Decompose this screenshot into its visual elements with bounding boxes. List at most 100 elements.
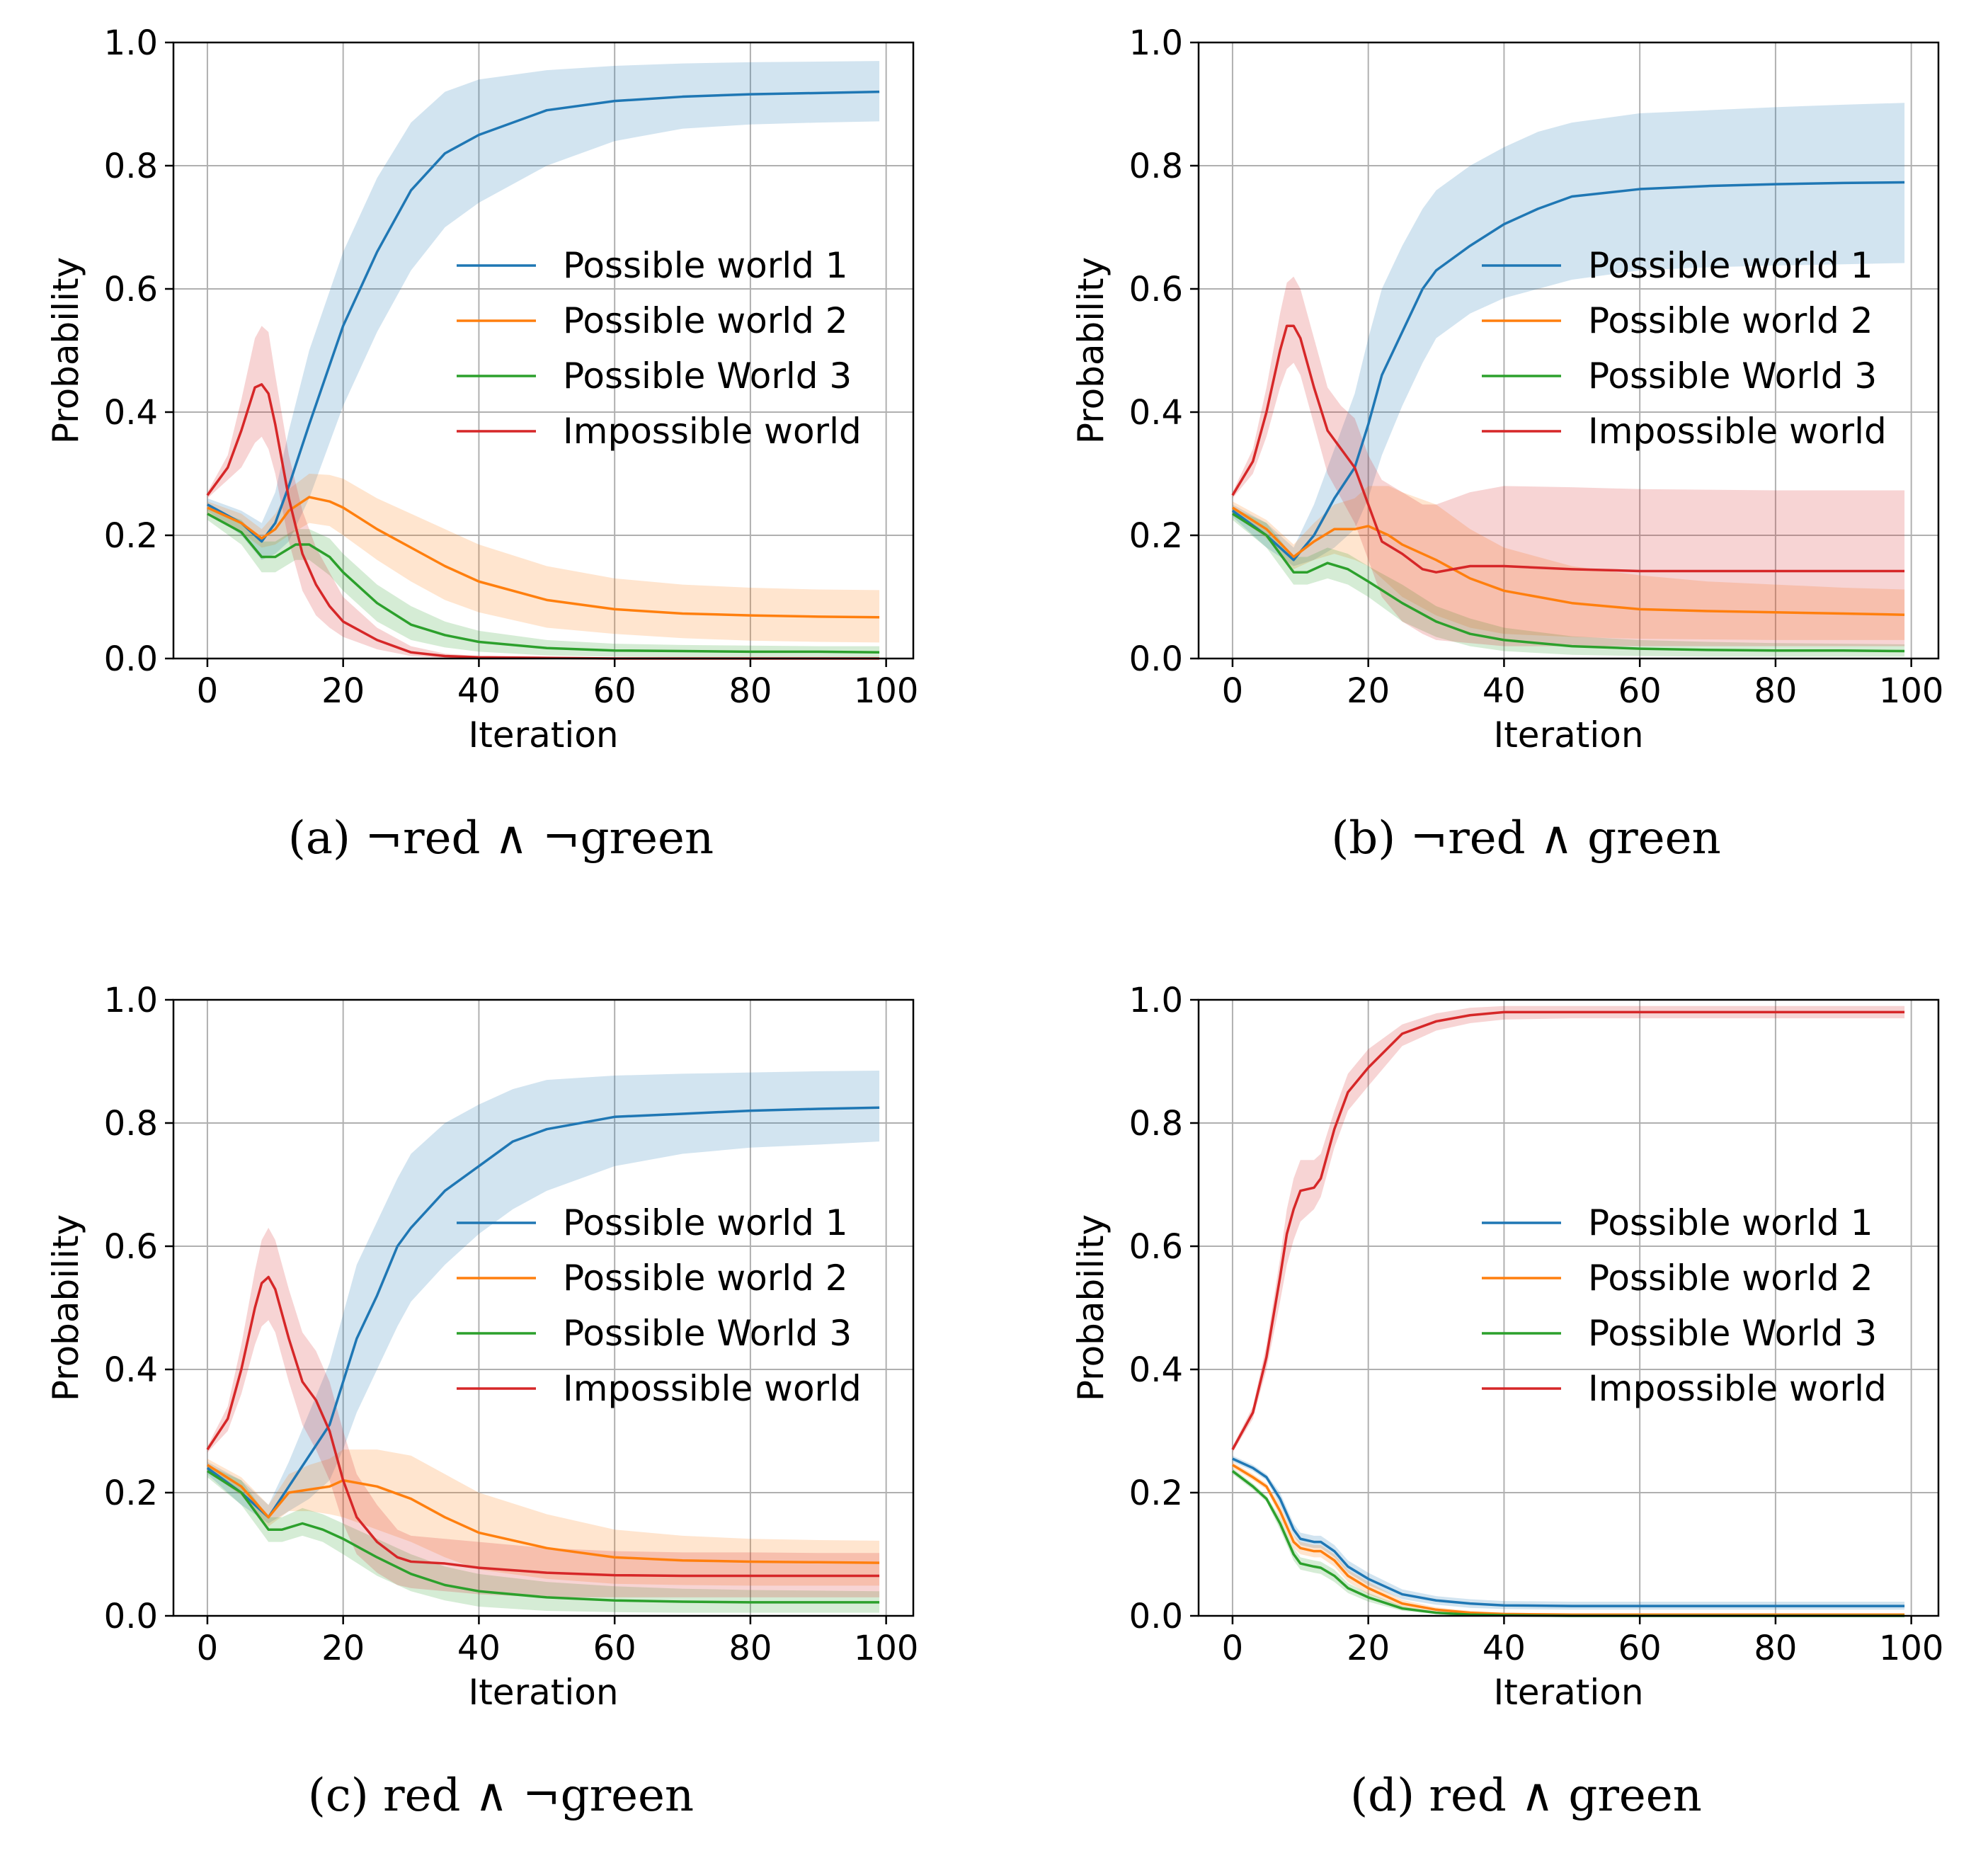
y-tick-label: 0.4 (1129, 1350, 1183, 1390)
x-tick-label: 0 (197, 1629, 219, 1668)
series-line-possible-world-1 (1232, 1457, 1905, 1607)
x-tick-label: 40 (457, 1629, 501, 1668)
legend: Possible world 1 Possible world 2 Possible… (457, 1202, 862, 1409)
x-tick-label: 40 (457, 671, 501, 711)
band-possible-world-2 (207, 1449, 880, 1586)
legend-entry: Possible World 3 (1588, 1313, 1877, 1354)
y-axis-label: Probability (1070, 1214, 1112, 1401)
x-axis-label: Iteration (1493, 714, 1643, 756)
series-line-possible-world-2 (207, 1464, 880, 1564)
series-line-possible-world-3 (1232, 513, 1905, 653)
x-axis-label: Iteration (468, 714, 618, 756)
series-line-possible-world-1 (206, 1106, 880, 1519)
y-tick-label: 0.2 (104, 1474, 158, 1513)
y-tick-label: 1.0 (104, 23, 158, 63)
y-tick-label: 0.8 (104, 1104, 158, 1144)
band-possible-world-3 (1232, 507, 1905, 657)
panel-caption: (b) ¬red ∧ green (1331, 812, 1720, 865)
y-tick-label: 0.0 (1129, 639, 1183, 679)
x-tick-label: 60 (1618, 671, 1662, 711)
legend-entry: Impossible world (563, 411, 862, 452)
x-tick-label: 20 (1347, 671, 1390, 711)
y-tick-label: 0.8 (104, 147, 158, 186)
x-tick-label: 0 (197, 671, 219, 711)
plot-frame (172, 41, 915, 660)
band-possible-world-2 (1232, 486, 1905, 640)
plot-frame (1197, 998, 1940, 1617)
y-tick-label: 0.6 (104, 270, 158, 309)
y-tick-label: 1.0 (1129, 981, 1183, 1020)
band-possible-world-2 (207, 474, 880, 643)
y-tick-label: 0.2 (104, 516, 158, 556)
band-possible-world-1 (207, 61, 880, 560)
panel-caption: (c) red ∧ ¬green (308, 1769, 694, 1822)
chart-panel-a: 0 20 40 60 80 100 0.0 0.2 0.4 0.6 0.8 1.0 Iteration P… (45, 23, 918, 865)
legend-entry: Possible world 1 (1588, 245, 1873, 286)
legend-entry: Possible World 3 (563, 1313, 852, 1354)
x-tick-label: 80 (1754, 1629, 1797, 1668)
panel-caption: (d) red ∧ green (1350, 1769, 1702, 1822)
legend-entry: Impossible world (1588, 1368, 1887, 1409)
y-tick-label: 0.6 (1129, 270, 1183, 309)
panel-caption: (a) ¬red ∧ ¬green (288, 812, 714, 865)
chart-panel-d: 0 20 40 60 80 100 0.0 0.2 0.4 0.6 0.8 1.0 Iteration P… (1070, 981, 1943, 1822)
legend-entry: Impossible world (1588, 411, 1887, 452)
y-tick-label: 0.4 (1129, 393, 1183, 433)
series-line-possible-world-1 (207, 90, 880, 543)
x-tick-label: 100 (1879, 671, 1944, 711)
y-tick-label: 1.0 (1129, 23, 1183, 63)
x-tick-label: 0 (1222, 1629, 1244, 1668)
y-tick-label: 0.6 (104, 1227, 158, 1267)
series-line-possible-world-3 (207, 1470, 880, 1604)
legend-entry: Possible world 1 (563, 245, 848, 286)
plot-frame (1197, 41, 1940, 660)
x-tick-label: 80 (1754, 671, 1797, 711)
legend-entry: Possible World 3 (563, 355, 852, 397)
legend: Possible world 1 Possible world 2 Possible… (1482, 245, 1887, 452)
x-tick-label: 40 (1483, 671, 1526, 711)
y-tick-label: 0.0 (104, 1597, 158, 1636)
series-line-possible-world-2 (1232, 506, 1905, 616)
x-tick-label: 60 (593, 1629, 636, 1668)
legend-entry: Possible world 1 (1588, 1202, 1873, 1243)
legend-entry: Possible world 2 (563, 1258, 848, 1299)
x-tick-label: 80 (729, 1629, 772, 1668)
y-tick-label: 0.2 (1129, 516, 1183, 556)
series-line-impossible-world (1231, 324, 1905, 574)
band-impossible-world (207, 1227, 880, 1597)
y-axis-label: Probability (45, 257, 86, 444)
x-tick-label: 0 (1222, 671, 1244, 711)
x-axis-label: Iteration (468, 1672, 618, 1713)
y-tick-label: 0.4 (104, 393, 158, 433)
legend: Possible world 1 Possible world 2 Possible… (457, 245, 862, 452)
series-line-possible-world-1 (1231, 181, 1905, 562)
y-tick-label: 0.0 (1129, 1597, 1183, 1636)
chart-panel-b: 0 20 40 60 80 100 0.0 0.2 0.4 0.6 0.8 1.0 Iteration P… (1070, 23, 1943, 865)
y-tick-label: 0.0 (104, 639, 158, 679)
legend-entry: Impossible world (563, 1368, 862, 1409)
y-tick-label: 1.0 (104, 981, 158, 1020)
legend-entry: Possible World 3 (1588, 355, 1877, 397)
x-tick-label: 60 (1618, 1629, 1662, 1668)
legend-entry: Possible world 1 (563, 1202, 848, 1243)
x-tick-label: 100 (854, 671, 919, 711)
series-line-impossible-world (1231, 1010, 1905, 1450)
legend-entry: Possible world 2 (563, 300, 848, 341)
legend-entry: Possible world 2 (1588, 300, 1873, 341)
x-tick-label: 40 (1483, 1629, 1526, 1668)
band-possible-world-1 (207, 1071, 880, 1524)
plot-frame (172, 998, 915, 1617)
legend: Possible world 1 Possible world 2 Possible… (1482, 1202, 1887, 1409)
x-tick-label: 80 (729, 671, 772, 711)
x-tick-label: 20 (1347, 1629, 1390, 1668)
legend-entry: Possible world 2 (1588, 1258, 1873, 1299)
x-tick-label: 20 (321, 671, 365, 711)
y-tick-label: 0.4 (104, 1350, 158, 1390)
chart-panel-c: 0 20 40 60 80 100 0.0 0.2 0.4 0.6 0.8 1.0 Iteration P… (45, 981, 918, 1822)
x-tick-label: 20 (321, 1629, 365, 1668)
y-axis-label: Probability (1070, 257, 1112, 444)
band-possible-world-1 (1232, 103, 1905, 566)
series-line-impossible-world (206, 1275, 880, 1578)
x-axis-label: Iteration (1493, 1672, 1643, 1713)
